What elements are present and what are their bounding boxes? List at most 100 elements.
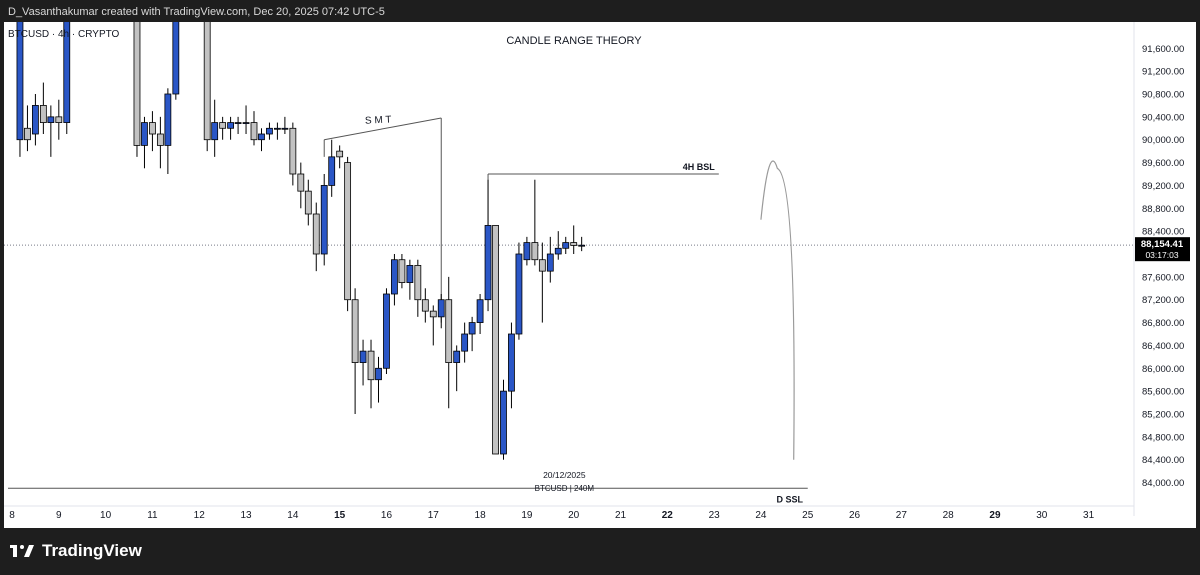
x-tick-label: 22 — [662, 510, 674, 521]
x-tick-label: 17 — [428, 510, 440, 521]
x-tick-label: 18 — [475, 510, 487, 521]
candle-down — [398, 259, 406, 283]
candle-up — [461, 333, 469, 352]
candle-up — [359, 350, 367, 363]
candle-down — [39, 105, 47, 123]
candle-up — [437, 299, 445, 318]
footer: TradingView — [10, 540, 142, 562]
price-axis: 91,600.00 91,200.00 90,800.00 90,400.00 90,0… — [1133, 22, 1190, 516]
x-tick-label: 14 — [287, 510, 299, 521]
candle-up — [578, 244, 586, 247]
y-tick-label: 89,600.00 — [1142, 158, 1184, 169]
candle-down — [156, 133, 164, 146]
chart-panel[interactable]: CANDLE RANGE THEORY S M T 4H BSL D SSL 20/12… — [4, 22, 1196, 528]
y-tick-label: 86,800.00 — [1142, 318, 1184, 329]
candle-up — [562, 242, 570, 249]
candle-up — [476, 299, 484, 323]
candle-down — [250, 122, 258, 141]
y-tick-label: 85,200.00 — [1142, 410, 1184, 421]
candlestick-chart[interactable]: CANDLE RANGE THEORY S M T 4H BSL D SSL 20/12… — [4, 22, 1196, 528]
candle-down — [492, 225, 499, 455]
x-tick-label: 15 — [334, 510, 346, 521]
cursor-date-label: 20/12/2025 — [543, 470, 586, 480]
candle-up — [16, 22, 24, 141]
y-tick-label: 86,400.00 — [1142, 341, 1184, 352]
current-price-label: 88,154.41 — [1141, 239, 1184, 250]
candle-down — [297, 173, 305, 192]
x-tick-label: 8 — [9, 510, 15, 521]
bsl-label: 4H BSL — [683, 162, 716, 172]
candle-up — [468, 322, 476, 335]
candle-up — [172, 22, 180, 95]
candle-up — [453, 350, 461, 363]
candle-up — [266, 127, 273, 135]
x-tick-label: 28 — [943, 510, 955, 521]
candle-up — [406, 265, 414, 283]
countdown-label: 03:17:03 — [1145, 250, 1178, 260]
candle-up — [258, 133, 265, 141]
candle-up — [274, 127, 281, 130]
candle-down — [429, 310, 437, 318]
candle-up — [391, 259, 398, 295]
candle-up — [554, 247, 562, 255]
candle-up — [508, 333, 515, 392]
candle-up — [141, 122, 148, 146]
x-tick-label: 23 — [709, 510, 721, 521]
y-tick-label: 87,600.00 — [1142, 272, 1184, 283]
candle-up — [63, 22, 71, 123]
candle-up — [515, 253, 523, 335]
candle-up — [328, 156, 336, 186]
tradingview-logo-icon — [10, 545, 34, 557]
x-tick-label: 21 — [615, 510, 627, 521]
y-tick-label: 90,800.00 — [1142, 90, 1184, 101]
symbol-label: BTCUSD · 4h · CRYPTO — [8, 29, 120, 40]
candle-down — [538, 259, 546, 272]
x-tick-label: 13 — [240, 510, 252, 521]
current-price-tag — [1135, 237, 1190, 262]
candle-up — [211, 122, 219, 141]
candle-up — [234, 122, 242, 124]
y-tick-label: 89,200.00 — [1142, 181, 1184, 192]
candle-down — [421, 299, 429, 312]
x-tick-label: 24 — [755, 510, 767, 521]
candles — [16, 22, 586, 460]
annotations: CANDLE RANGE THEORY S M T 4H BSL D SSL 20/12… — [8, 35, 808, 504]
candle-down — [24, 127, 31, 141]
y-tick-label: 91,600.00 — [1142, 44, 1184, 55]
footer-brand: TradingView — [42, 541, 142, 560]
x-tick-label: 26 — [849, 510, 861, 521]
candle-down — [289, 127, 297, 175]
candle-up — [546, 253, 554, 272]
y-tick-label: 88,800.00 — [1142, 204, 1184, 215]
time-axis: 8 9 10 11 12 13 14 15 16 17 18 19 20 21 22 23 24 25 26 27 28… — [4, 505, 1134, 521]
candle-down — [133, 22, 141, 146]
candle-up — [227, 122, 234, 129]
y-tick-label: 90,400.00 — [1142, 112, 1184, 123]
y-tick-label: 85,600.00 — [1142, 387, 1184, 398]
x-tick-label: 20 — [568, 510, 580, 521]
candle-up — [523, 242, 531, 261]
y-tick-label: 84,400.00 — [1142, 455, 1184, 466]
candle-down — [55, 116, 63, 123]
candle-down — [351, 299, 359, 363]
candle-up — [281, 127, 289, 130]
candle-down — [367, 350, 375, 381]
candle-down — [531, 242, 539, 261]
y-tick-label: 86,000.00 — [1142, 364, 1184, 375]
candle-down — [304, 190, 312, 215]
x-tick-label: 30 — [1036, 510, 1048, 521]
candle-down — [414, 265, 422, 301]
candle-down — [344, 162, 352, 301]
candle-down — [219, 122, 227, 129]
candle-down — [570, 242, 578, 246]
x-tick-label: 12 — [194, 510, 206, 521]
x-tick-label: 25 — [802, 510, 814, 521]
y-tick-label: 91,200.00 — [1142, 67, 1184, 78]
candle-up — [164, 93, 172, 146]
candle-up — [375, 367, 382, 381]
x-tick-label: 10 — [100, 510, 112, 521]
chart-title: CANDLE RANGE THEORY — [506, 35, 642, 47]
candle-up — [242, 122, 250, 124]
x-tick-label: 9 — [56, 510, 62, 521]
